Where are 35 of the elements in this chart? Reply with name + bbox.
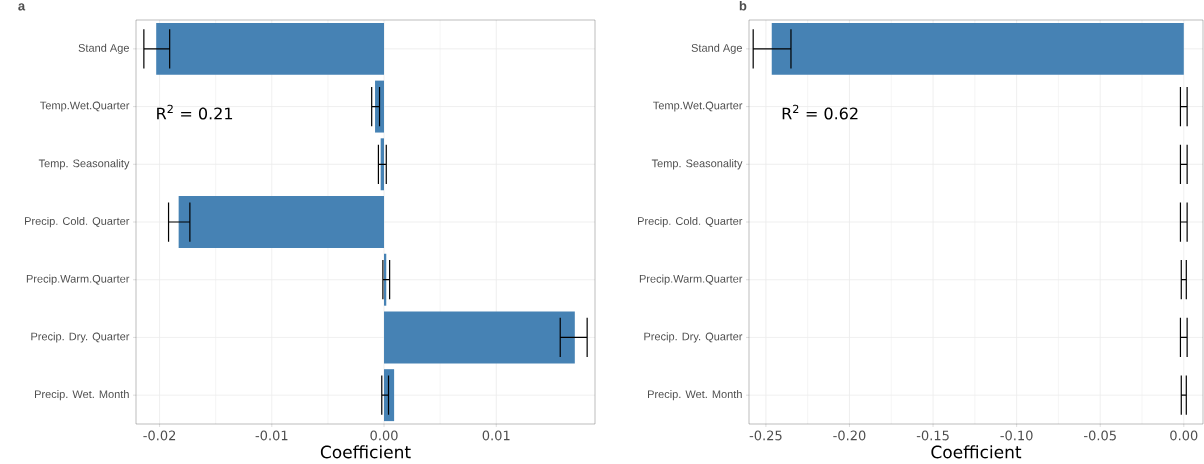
y-tick-label: Stand Age bbox=[691, 43, 742, 54]
x-tick-label: -0.02 bbox=[143, 430, 176, 441]
x-tick-label: -0.01 bbox=[255, 430, 288, 441]
x-tick-label: -0.15 bbox=[916, 430, 949, 441]
x-axis-title: Coefficient bbox=[320, 445, 411, 459]
x-tick-label: -0.25 bbox=[749, 430, 782, 441]
x-tick-label: -0.10 bbox=[1000, 430, 1033, 441]
bar bbox=[384, 369, 395, 422]
bar bbox=[178, 196, 385, 248]
y-tick-label: Temp.Wet.Quarter bbox=[653, 101, 743, 112]
bar bbox=[156, 22, 385, 75]
y-tick-label: Temp. Seasonality bbox=[651, 159, 743, 170]
y-tick-label: Precip.Warm.Quarter bbox=[26, 274, 130, 285]
y-tick-label: Temp. Seasonality bbox=[38, 159, 130, 170]
y-tick-label: Precip.Warm.Quarter bbox=[639, 274, 743, 285]
x-tick-label: 0.01 bbox=[482, 430, 510, 441]
x-tick-label: 0.00 bbox=[370, 430, 398, 441]
y-tick-label: Precip. Dry. Quarter bbox=[31, 332, 130, 343]
y-tick-label: Precip. Cold. Quarter bbox=[638, 216, 743, 228]
y-tick-label: Precip. Cold. Quarter bbox=[25, 216, 130, 228]
y-tick-label: Temp.Wet.Quarter bbox=[40, 101, 130, 112]
x-tick-label: 0.00 bbox=[1170, 430, 1198, 441]
text: a bbox=[18, 3, 26, 11]
bar bbox=[384, 311, 575, 364]
y-tick-label: Stand Age bbox=[78, 43, 129, 54]
annotation: R$^{2}$ = 0.21 bbox=[157, 104, 233, 120]
x-tick-label: -0.05 bbox=[1084, 430, 1116, 441]
y-tick-label: Precip. Wet. Month bbox=[648, 390, 742, 401]
chart-title: b bbox=[739, 0, 747, 11]
bar bbox=[375, 80, 385, 133]
x-axis-title: Coefficient bbox=[931, 445, 1022, 459]
annotation: R$^{2}$ = 0.62 bbox=[782, 104, 858, 120]
y-tick-label: Precip. Wet. Month bbox=[35, 390, 129, 401]
y-tick-label: Precip. Dry. Quarter bbox=[644, 332, 743, 343]
x-tick-label: -0.20 bbox=[833, 430, 866, 441]
